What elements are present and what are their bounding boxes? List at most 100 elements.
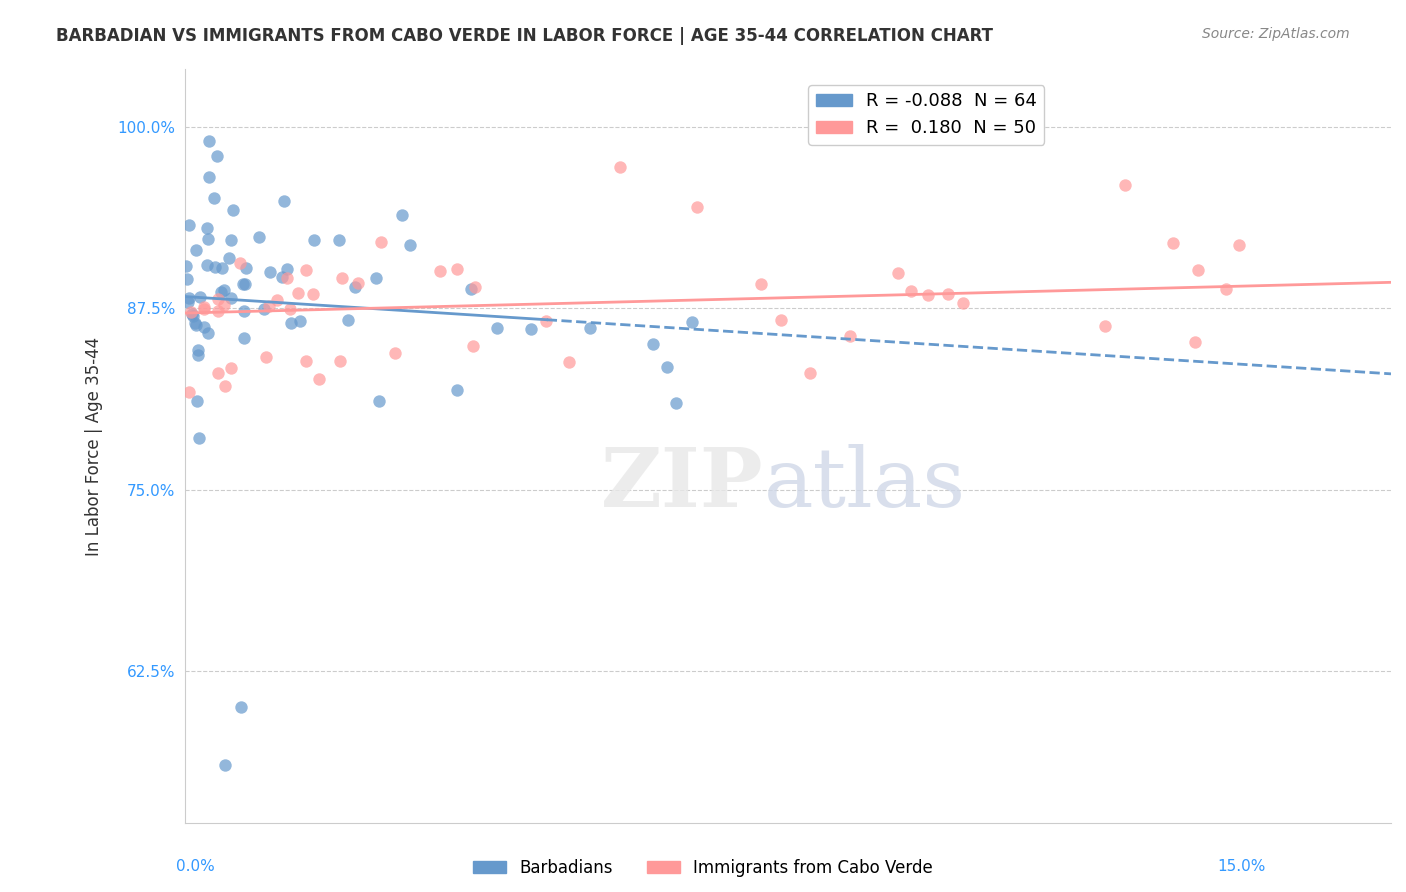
Point: [399, 237, 422, 252]
Point: [429, 264, 451, 278]
Point: [366, 271, 388, 285]
Point: [681, 315, 703, 329]
Point: [336, 312, 359, 326]
Point: [367, 394, 389, 409]
Point: [207, 366, 229, 380]
Point: [214, 378, 236, 392]
Point: [641, 336, 664, 351]
Text: BARBADIAN VS IMMIGRANTS FROM CABO VERDE IN LABOR FORCE | AGE 35-44 CORRELATION C: BARBADIAN VS IMMIGRANTS FROM CABO VERDE …: [56, 27, 993, 45]
Point: [222, 202, 245, 217]
Point: [280, 316, 302, 330]
Point: [214, 298, 236, 312]
Point: [270, 269, 292, 284]
Point: [247, 230, 270, 244]
Point: [180, 304, 202, 318]
Point: [218, 251, 240, 265]
Point: [273, 194, 295, 209]
Point: [197, 169, 219, 184]
Legend: R = -0.088  N = 64, R =  0.180  N = 50: R = -0.088 N = 64, R = 0.180 N = 50: [808, 85, 1045, 145]
Point: [211, 261, 233, 276]
Point: [180, 307, 202, 321]
Point: [177, 218, 200, 232]
Point: [207, 292, 229, 306]
Point: [205, 148, 228, 162]
Point: [917, 287, 939, 301]
Point: [233, 277, 256, 291]
Point: [232, 304, 254, 318]
Y-axis label: In Labor Force | Age 35-44: In Labor Force | Age 35-44: [86, 336, 103, 556]
Point: [254, 351, 277, 365]
Point: [198, 134, 221, 148]
Point: [751, 277, 773, 292]
Point: [193, 320, 215, 334]
Point: [177, 295, 200, 310]
Point: [1215, 282, 1237, 296]
Point: [183, 316, 205, 330]
Point: [184, 243, 207, 257]
Point: [936, 286, 959, 301]
Point: [329, 354, 352, 368]
Point: [839, 329, 862, 343]
Point: [174, 259, 197, 273]
Point: [343, 280, 366, 294]
Point: [558, 354, 581, 368]
Point: [900, 284, 922, 298]
Point: [520, 322, 543, 336]
Point: [288, 314, 311, 328]
Point: [179, 291, 201, 305]
Point: [391, 208, 413, 222]
Point: [232, 277, 254, 291]
Point: [384, 346, 406, 360]
Point: [257, 299, 280, 313]
Point: [665, 396, 688, 410]
Point: [609, 160, 631, 174]
Point: [534, 314, 557, 328]
Point: [301, 287, 323, 301]
Point: [209, 285, 232, 299]
Point: [193, 300, 215, 314]
Point: [229, 256, 252, 270]
Point: [176, 272, 198, 286]
Point: [464, 280, 486, 294]
Point: [235, 261, 257, 276]
Point: [294, 354, 316, 368]
Point: [212, 283, 235, 297]
Point: [295, 263, 318, 277]
Point: [308, 372, 330, 386]
Point: [193, 301, 215, 316]
Point: [188, 290, 211, 304]
Text: 0.0%: 0.0%: [176, 859, 215, 874]
Point: [195, 259, 218, 273]
Point: [184, 318, 207, 332]
Point: [219, 360, 242, 375]
Point: [207, 304, 229, 318]
Point: [253, 301, 276, 316]
Point: [276, 261, 298, 276]
Point: [461, 339, 484, 353]
Point: [328, 233, 350, 247]
Point: [197, 326, 219, 341]
Point: [486, 320, 509, 334]
Point: [952, 295, 974, 310]
Point: [686, 200, 709, 214]
Point: [204, 260, 226, 274]
Point: [446, 261, 468, 276]
Point: [202, 191, 225, 205]
Point: [266, 293, 288, 307]
Point: [181, 309, 204, 323]
Point: [221, 234, 243, 248]
Point: [186, 394, 208, 409]
Point: [446, 383, 468, 397]
Point: [304, 233, 326, 247]
Point: [197, 232, 219, 246]
Point: [195, 221, 218, 235]
Point: [1227, 237, 1250, 252]
Point: [233, 331, 256, 345]
Point: [278, 301, 301, 316]
Point: [231, 700, 253, 714]
Point: [1114, 178, 1136, 193]
Point: [287, 286, 309, 301]
Point: [370, 235, 392, 249]
Point: [179, 384, 201, 399]
Point: [187, 348, 209, 362]
